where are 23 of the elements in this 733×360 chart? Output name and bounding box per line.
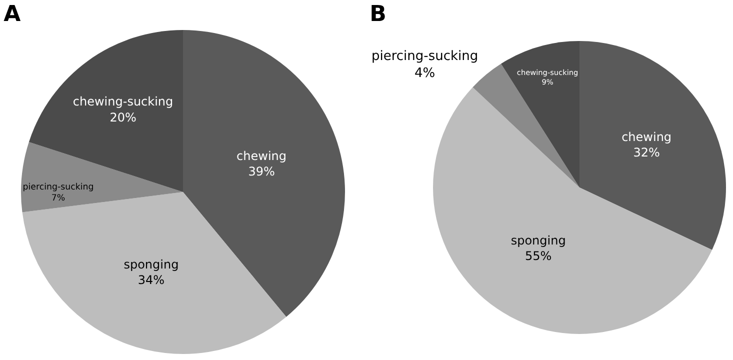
data-label: 34%	[138, 273, 165, 288]
slice-label: piercing-sucking	[371, 49, 478, 64]
slice-label: chewing	[622, 130, 672, 144]
chart-title: B	[370, 2, 386, 27]
pie-slice	[501, 41, 580, 188]
pie-slice	[183, 30, 345, 317]
pie-slice	[22, 192, 286, 354]
pie-slice	[21, 142, 183, 212]
pie-slice	[472, 64, 580, 188]
slice-label: sponging	[124, 257, 179, 272]
pie-slice	[580, 41, 726, 250]
slice-label: piercing-sucking	[22, 182, 94, 192]
slice-label: sponging	[510, 233, 566, 248]
data-label: 32%	[633, 146, 660, 160]
chart-title: A	[4, 2, 21, 27]
slice-label: chewing	[236, 148, 287, 163]
data-label: 7%	[51, 194, 66, 204]
data-label: 39%	[248, 164, 275, 179]
data-label: 55%	[524, 248, 552, 263]
slice-label: chewing-sucking	[72, 94, 174, 109]
pie-slice	[433, 87, 712, 334]
data-label: 20%	[110, 110, 136, 124]
data-label: 4%	[414, 66, 436, 82]
